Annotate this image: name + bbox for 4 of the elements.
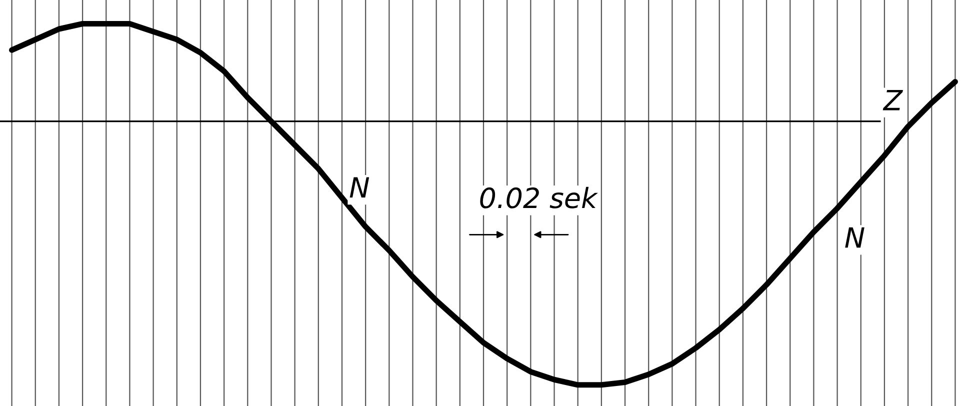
annotation: 0.02 sek xyxy=(480,186,598,208)
ref-line-label: Z xyxy=(882,90,903,110)
annotation: N xyxy=(845,227,864,248)
annotation: N xyxy=(350,177,370,198)
